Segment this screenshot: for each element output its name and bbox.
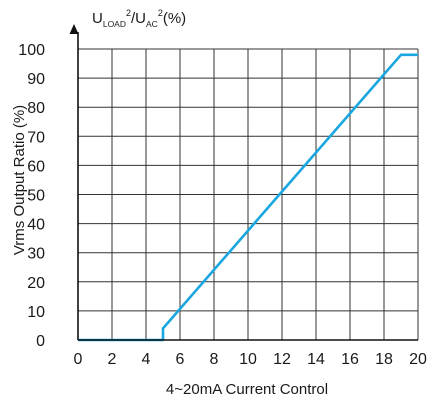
y-tick-label-7: 70 [27, 129, 45, 146]
x-tick-label-3: 6 [176, 351, 185, 368]
y-axis-arrow-icon [69, 24, 79, 34]
y-tick-label-4: 40 [27, 217, 45, 234]
title-sup-2: 2 [158, 8, 163, 18]
chart-title: ULOAD2/UAC2(%) [92, 8, 186, 29]
x-tick-label-5: 10 [239, 351, 257, 368]
x-tick-label-10: 20 [409, 351, 427, 368]
title-tail: (%) [163, 10, 186, 27]
y-tick-label-6: 60 [27, 158, 45, 175]
axes [77, 32, 418, 341]
y-tick-label-9: 90 [27, 71, 45, 88]
x-tick-label-8: 16 [341, 351, 359, 368]
x-tick-label-9: 18 [375, 351, 393, 368]
title-sep: /U [131, 10, 146, 27]
x-axis-label: 4~20mA Current Control [166, 381, 328, 398]
y-tick-label-5: 50 [27, 188, 45, 205]
y-tick-label-1: 10 [27, 304, 45, 321]
title-base-1: U [92, 10, 103, 27]
x-tick-label-7: 14 [307, 351, 325, 368]
x-tick-label-1: 2 [108, 351, 117, 368]
y-tick-label-10: 100 [18, 42, 45, 59]
y-tick-label-2: 20 [27, 275, 45, 292]
x-tick-label-4: 8 [210, 351, 219, 368]
title-sub-2: AC [146, 19, 158, 29]
title-sub-1: LOAD [103, 19, 126, 29]
y-tick-label-0: 0 [36, 333, 45, 350]
x-tick-label-2: 4 [142, 351, 151, 368]
title-sup-1: 2 [126, 8, 131, 18]
y-tick-label-8: 80 [27, 100, 45, 117]
x-tick-label-0: 0 [74, 351, 83, 368]
y-axis-label: Vrms Output Ratio (%) [11, 105, 28, 255]
y-tick-label-3: 30 [27, 246, 45, 263]
tick-labels: 0 2 4 6 8 10 12 14 16 18 20 0 10 20 30 40 50 60 70 80 90 100 [18, 42, 427, 368]
x-tick-label-6: 12 [273, 351, 291, 368]
